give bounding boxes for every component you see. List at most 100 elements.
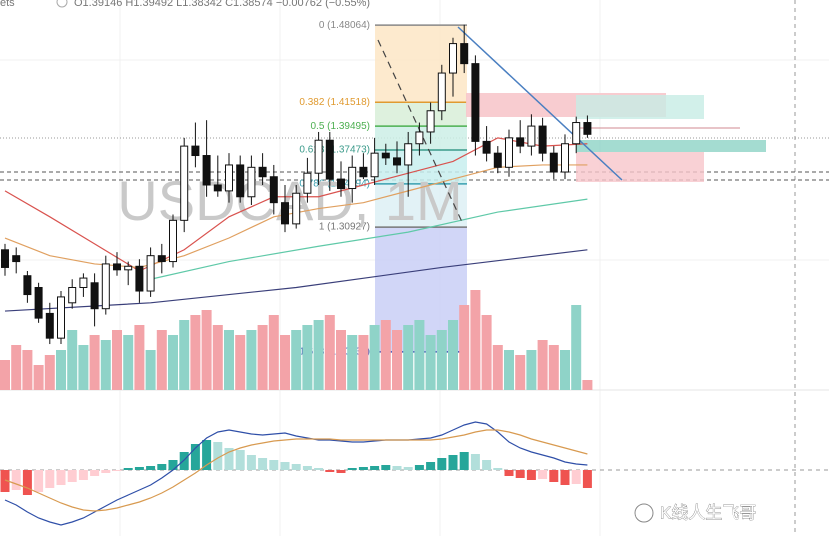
candle-body: [202, 155, 211, 186]
candle-body: [404, 143, 413, 166]
macd-histogram-bar: [302, 466, 312, 470]
candle-body: [393, 157, 401, 166]
macd-histogram-bar: [470, 454, 480, 470]
macd-histogram-bar: [235, 450, 245, 470]
candle-body: [247, 166, 256, 198]
candle-body: [269, 176, 278, 204]
volume-bar: [246, 330, 257, 390]
candle-body: [337, 178, 345, 190]
volume-bar: [268, 315, 279, 390]
macd-histogram-bar: [258, 458, 268, 470]
macd-histogram-bar: [325, 470, 335, 472]
macd-histogram-bar: [370, 466, 380, 470]
macd-histogram-bar: [179, 452, 189, 470]
macd-histogram-bar: [67, 470, 77, 482]
macd-histogram-bar: [45, 470, 55, 488]
macd-histogram-bar: [202, 440, 212, 470]
macd-histogram-bar: [246, 455, 256, 470]
macd-histogram-bar: [381, 465, 391, 470]
candle-body: [157, 255, 166, 263]
volume-bar: [168, 335, 178, 390]
volume-bar: [492, 345, 503, 390]
volume-bar: [459, 305, 470, 390]
macd-histogram-bar: [403, 467, 413, 470]
candle-body: [236, 164, 245, 198]
stop-zone: [576, 152, 704, 182]
candle-body: [45, 312, 54, 339]
candle-body: [258, 166, 267, 178]
candle-body: [191, 145, 200, 157]
fib-zone: [375, 102, 467, 127]
volume-bar: [470, 290, 481, 390]
macd-histogram-bar: [168, 460, 178, 470]
volume: [0, 290, 593, 390]
macd-histogram-bar: [336, 470, 346, 473]
candle-body: [213, 184, 222, 192]
signal-line: [4, 429, 588, 512]
position-boxes: [466, 93, 766, 182]
macd-histogram-bar: [146, 466, 156, 470]
volume-bar: [134, 325, 145, 390]
macd-histogram-bar: [549, 470, 559, 482]
macd-histogram-bar: [493, 468, 503, 470]
candle-body: [34, 286, 43, 319]
trend-line: [377, 39, 463, 223]
macd-histogram-bar: [437, 458, 447, 470]
candle-body: [12, 255, 21, 263]
volume-bar: [582, 380, 593, 390]
candle-body: [426, 110, 435, 133]
macd-histogram-bar: [448, 455, 458, 470]
volume-bar: [347, 335, 358, 390]
candle-body: [101, 263, 110, 310]
volume-bar: [302, 325, 313, 390]
volume-bar: [56, 350, 66, 390]
macd-histogram-bar: [314, 468, 324, 470]
candle-body: [303, 172, 312, 194]
candle-body: [493, 152, 502, 168]
volume-bar: [392, 330, 402, 390]
candle-body: [415, 131, 424, 145]
candle-body: [146, 255, 155, 292]
fib-label: 0.786 (1.34594): [299, 179, 370, 190]
candle-body: [505, 137, 513, 168]
macd-histogram-bar: [213, 442, 223, 470]
volume-bar: [504, 350, 514, 390]
macd-histogram-bar: [112, 470, 122, 471]
macd-histogram-bar: [78, 470, 88, 480]
volume-bar: [89, 335, 100, 390]
candle-body: [1, 249, 9, 268]
macd-histogram-bar: [347, 468, 357, 470]
macd: [0, 421, 592, 526]
volume-bar: [560, 350, 570, 390]
fib-label: 1 (1.30927): [319, 222, 370, 233]
candle-body: [23, 275, 32, 296]
volume-bar: [257, 325, 268, 390]
macd-histogram-bar: [582, 470, 592, 488]
candle-body: [314, 139, 323, 174]
candle-body: [57, 296, 65, 339]
macd-histogram-bar: [0, 470, 10, 492]
candle-body: [135, 265, 144, 292]
macd-histogram-bar: [11, 470, 21, 490]
volume-bar: [190, 315, 201, 390]
macd-histogram-bar: [269, 460, 279, 470]
macd-histogram-bar: [538, 470, 548, 479]
volume-bar: [44, 355, 55, 390]
candle-body: [549, 152, 558, 173]
candle-body: [437, 72, 446, 112]
candle-body: [381, 152, 390, 159]
macd-histogram-bar: [358, 467, 368, 470]
macd-histogram-bar: [22, 470, 32, 495]
macd-histogram-bar: [482, 460, 492, 470]
candle-body: [180, 145, 189, 221]
volume-bar: [291, 330, 302, 390]
candle-body: [471, 63, 480, 142]
volume-bar: [100, 340, 111, 390]
volume-bar: [123, 335, 134, 390]
candle-body: [538, 125, 547, 154]
volume-bar: [11, 345, 22, 390]
macd-histogram-bar: [123, 468, 133, 470]
volume-bar: [548, 345, 559, 390]
candle-body: [124, 265, 133, 271]
fib-label: 0.5 (1.39495): [311, 121, 371, 132]
